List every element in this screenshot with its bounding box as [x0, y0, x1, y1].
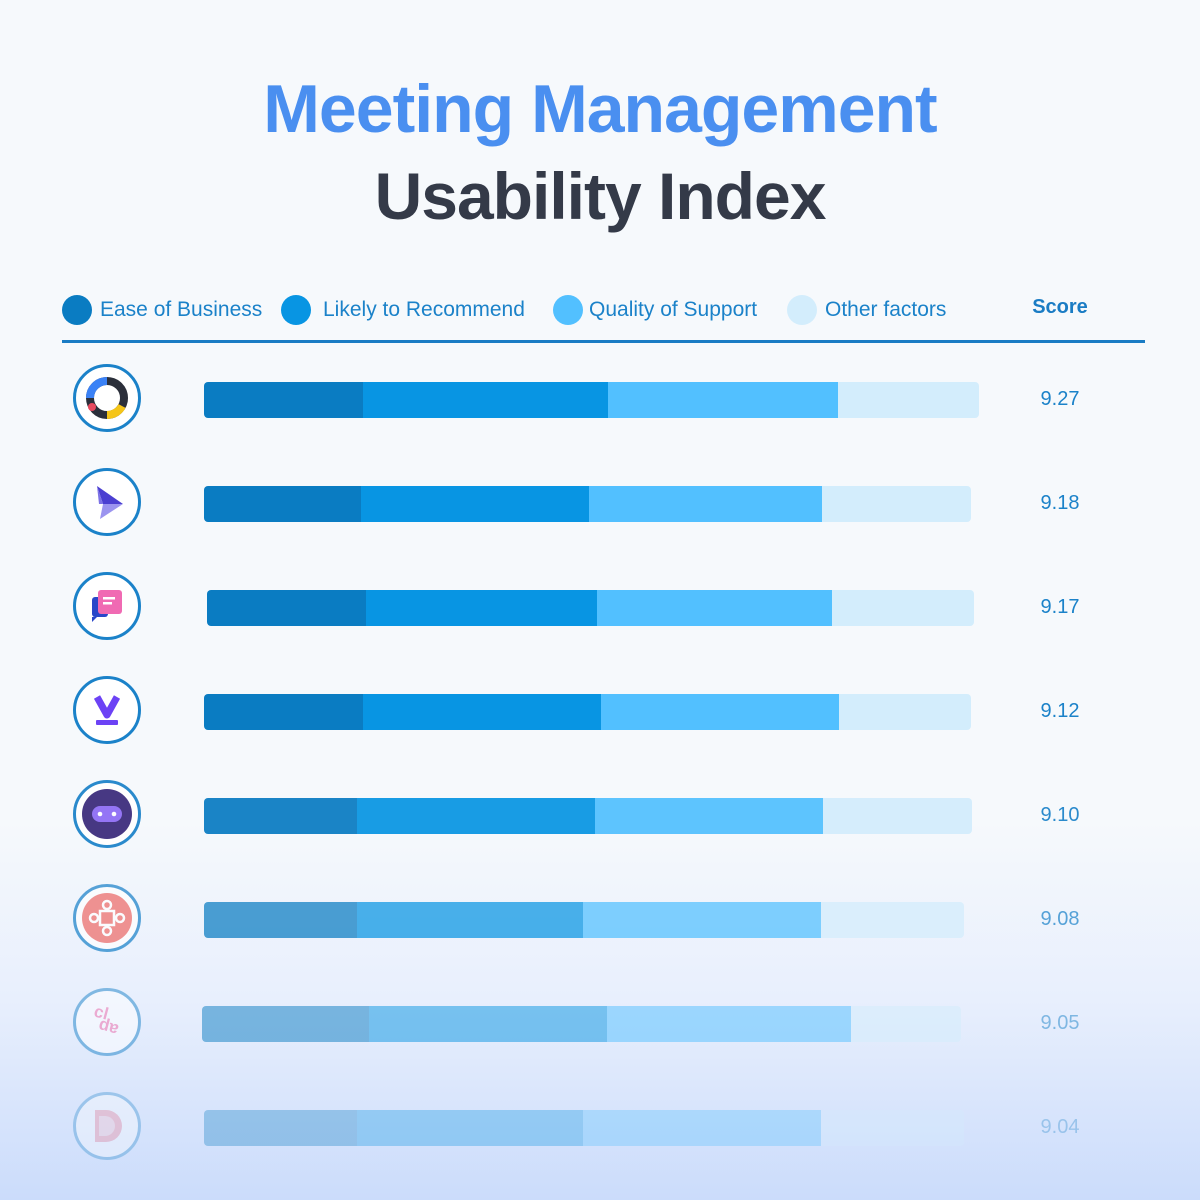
bar-segment-ease [204, 1110, 358, 1146]
score-value: 9.27 [1040, 388, 1080, 410]
bar-segment-support [607, 1006, 852, 1042]
bar-segment-recommend [356, 1110, 584, 1146]
chart-row: cl ap 9.05 [0, 984, 1200, 1064]
bar-segment-support [589, 486, 823, 522]
bar-segment-ease [204, 902, 358, 938]
robot-face-logo-icon [73, 780, 141, 848]
chart-row: 9.27 [0, 360, 1200, 440]
bar-segment-ease [202, 1006, 370, 1042]
bar-segment-other [820, 902, 964, 938]
legend-swatch-ease [62, 295, 92, 325]
legend-swatch-recommend [281, 295, 311, 325]
legend-item-support: Quality of Support [553, 294, 757, 326]
chart-row: 9.08 [0, 880, 1200, 960]
bar-segment-recommend [362, 382, 609, 418]
score-value: 9.18 [1040, 492, 1080, 514]
bar-segment-ease [204, 486, 362, 522]
chart-title-line1: Meeting Management [263, 71, 937, 147]
bar-segment-ease [204, 382, 364, 418]
score-value: 9.04 [1040, 1116, 1080, 1138]
legend-item-other: Other factors [787, 294, 946, 326]
paper-plane-logo-icon [73, 468, 141, 536]
chat-cards-logo-icon [73, 572, 141, 640]
connected-nodes-logo-icon [73, 884, 141, 952]
d-letter-logo-icon [73, 1092, 141, 1160]
svg-text:ap: ap [96, 1016, 120, 1039]
bar-segment-other [823, 798, 973, 834]
score-value: 9.12 [1040, 700, 1080, 722]
stacked-bar [204, 382, 979, 418]
header-divider [62, 340, 1145, 343]
bar-segment-support [582, 902, 822, 938]
bar-segment-support [582, 1110, 822, 1146]
chart-title-line2: Usability Index [374, 159, 827, 233]
bar-segment-support [594, 798, 824, 834]
stacked-bar [202, 1006, 961, 1042]
score-value: 9.05 [1040, 1012, 1080, 1034]
score-value: 9.08 [1040, 908, 1080, 930]
legend-swatch-other [787, 295, 817, 325]
bar-segment-other [837, 382, 979, 418]
score-value: 9.10 [1040, 804, 1080, 826]
svg-text:cl: cl [92, 1002, 111, 1024]
bar-segment-other [820, 1110, 964, 1146]
bar-segment-recommend [362, 694, 602, 730]
bar-segment-recommend [360, 486, 590, 522]
bar-segment-support [596, 590, 833, 626]
bar-segment-other [822, 486, 972, 522]
stacked-bar [204, 902, 964, 938]
stacked-bar [204, 486, 972, 522]
bar-segment-other [832, 590, 975, 626]
clap-text-logo-icon: cl ap [73, 988, 141, 1056]
bar-segment-recommend [365, 590, 598, 626]
bar-segment-ease [204, 694, 364, 730]
bar-segment-recommend [369, 1006, 608, 1042]
chart-row: 9.04 [0, 1088, 1200, 1168]
stacked-bar [207, 590, 975, 626]
legend-label-ease: Ease of Business [100, 298, 263, 321]
legend-swatch-support [553, 295, 583, 325]
score-value: 9.17 [1040, 596, 1080, 618]
chart-row: 9.18 [0, 464, 1200, 544]
legend-label-other: Other factors [825, 298, 947, 321]
ring-logo-icon [73, 364, 141, 432]
chart-row: 9.17 [0, 568, 1200, 648]
legend-item-recommend: Likely to Recommend [281, 294, 525, 326]
stacked-bar [204, 694, 972, 730]
bar-segment-ease [204, 798, 358, 834]
chart-row: 9.12 [0, 672, 1200, 752]
bar-segment-support [600, 694, 840, 730]
bar-segment-recommend [356, 798, 596, 834]
stacked-bar [204, 1110, 964, 1146]
legend-label-support: Quality of Support [589, 298, 758, 321]
stacked-bar [204, 798, 973, 834]
bar-segment-other [838, 694, 972, 730]
legend-item-ease: Ease of Business [62, 294, 262, 326]
score-column-header: Score [1032, 296, 1088, 318]
bar-segment-ease [207, 590, 367, 626]
bar-segment-support [607, 382, 839, 418]
legend-label-recommend: Likely to Recommend [323, 298, 525, 321]
bar-segment-recommend [356, 902, 584, 938]
bar-segment-other [850, 1006, 961, 1042]
chart-row: 9.10 [0, 776, 1200, 856]
v-chevron-logo-icon [73, 676, 141, 744]
